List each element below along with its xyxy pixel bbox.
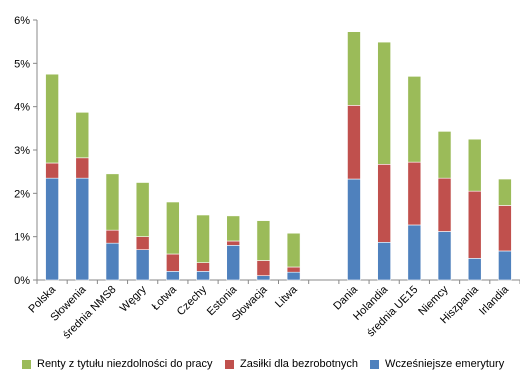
bar-segment-emerytury-15 (498, 250, 512, 281)
legend-swatch-emerytury (370, 359, 379, 369)
bar-segment-emerytury-11 (377, 242, 391, 281)
bar-segment-renty-11 (377, 41, 391, 165)
bar-segment-zasilki-2 (105, 229, 120, 244)
bar-segment-zasilki-3 (135, 236, 150, 250)
legend-swatch-zasilki (225, 359, 234, 369)
legend-item-emerytury: Wcześniejsze emerytury (370, 358, 504, 370)
legend-label-zasilki: Zasiłki dla bezrobotnych (240, 358, 359, 370)
bar-segment-zasilki-12 (407, 161, 422, 226)
bar-segment-emerytury-4 (166, 271, 180, 281)
bar-segment-zasilki-6 (226, 240, 241, 246)
x-tick-label: Irlandia (477, 283, 512, 318)
chart-legend: Renty z tytułu niezdolności do pracy Zas… (0, 358, 520, 376)
bar-segment-zasilki-10 (347, 105, 361, 180)
bar-segment-emerytury-14 (467, 258, 482, 281)
bar-segment-renty-4 (166, 201, 180, 255)
bar-segment-renty-3 (135, 182, 150, 237)
y-tick-label: 4% (14, 102, 30, 114)
y-tick-label: 6% (14, 15, 30, 27)
legend-item-zasilki: Zasiłki dla bezrobotnych (225, 358, 358, 370)
bar-segment-renty-0 (45, 73, 59, 164)
bar-segment-zasilki-11 (377, 164, 391, 243)
x-tick-label: Węgry (118, 283, 149, 314)
y-tick-label: 0% (14, 275, 30, 287)
bar-segment-emerytury-5 (196, 271, 210, 281)
bar-segment-emerytury-13 (437, 231, 452, 281)
y-tick-label: 3% (14, 145, 30, 157)
bar-segment-renty-12 (407, 76, 422, 163)
y-tick-labels: 0% 1% 2% 3% 4% 5% 6% (14, 15, 30, 287)
bar-segment-zasilki-14 (467, 190, 482, 259)
bar-segment-zasilki-4 (166, 253, 180, 272)
bar-segment-renty-8 (286, 232, 301, 268)
legend-label-emerytury: Wcześniejsze emerytury (385, 358, 505, 370)
bar-segment-emerytury-12 (407, 224, 422, 281)
bar-segment-emerytury-8 (286, 271, 301, 281)
bar-segment-renty-14 (467, 138, 482, 192)
bar-segment-emerytury-10 (347, 178, 361, 281)
bar-segment-renty-6 (226, 215, 241, 242)
chart-bars (45, 31, 512, 281)
bar-segment-renty-7 (256, 220, 271, 261)
bar-segment-renty-15 (498, 178, 512, 206)
x-tick-label: średnia NMS8 (61, 284, 119, 342)
bar-segment-renty-1 (75, 112, 90, 159)
bar-segment-emerytury-3 (135, 249, 150, 281)
bar-segment-renty-5 (196, 214, 210, 263)
legend-swatch-renty (22, 359, 31, 369)
y-tick-label: 5% (14, 58, 30, 70)
bar-segment-zasilki-7 (256, 260, 271, 276)
x-tick-label: Litwa (273, 283, 300, 310)
bar-segment-zasilki-15 (498, 205, 512, 252)
bar-segment-renty-2 (105, 173, 120, 231)
bar-segment-emerytury-1 (75, 177, 90, 281)
bar-segment-zasilki-1 (75, 157, 90, 179)
legend-label-renty: Renty z tytułu niezdolności do pracy (37, 358, 213, 370)
bar-segment-zasilki-8 (286, 266, 301, 273)
bar-segment-zasilki-0 (45, 162, 59, 179)
bar-segment-emerytury-6 (226, 245, 241, 281)
bar-segment-emerytury-7 (256, 275, 271, 281)
y-tick-label: 1% (14, 232, 30, 244)
bar-segment-emerytury-2 (105, 242, 120, 281)
legend-item-renty: Renty z tytułu niezdolności do pracy (22, 358, 212, 370)
bar-segment-renty-13 (437, 131, 452, 179)
y-tick-label: 2% (14, 188, 30, 200)
bar-segment-emerytury-0 (45, 177, 59, 281)
x-tick-label: Czechy (175, 283, 210, 318)
bar-segment-zasilki-13 (437, 177, 452, 232)
bar-segment-renty-10 (347, 31, 361, 106)
bar-segment-zasilki-5 (196, 262, 210, 272)
